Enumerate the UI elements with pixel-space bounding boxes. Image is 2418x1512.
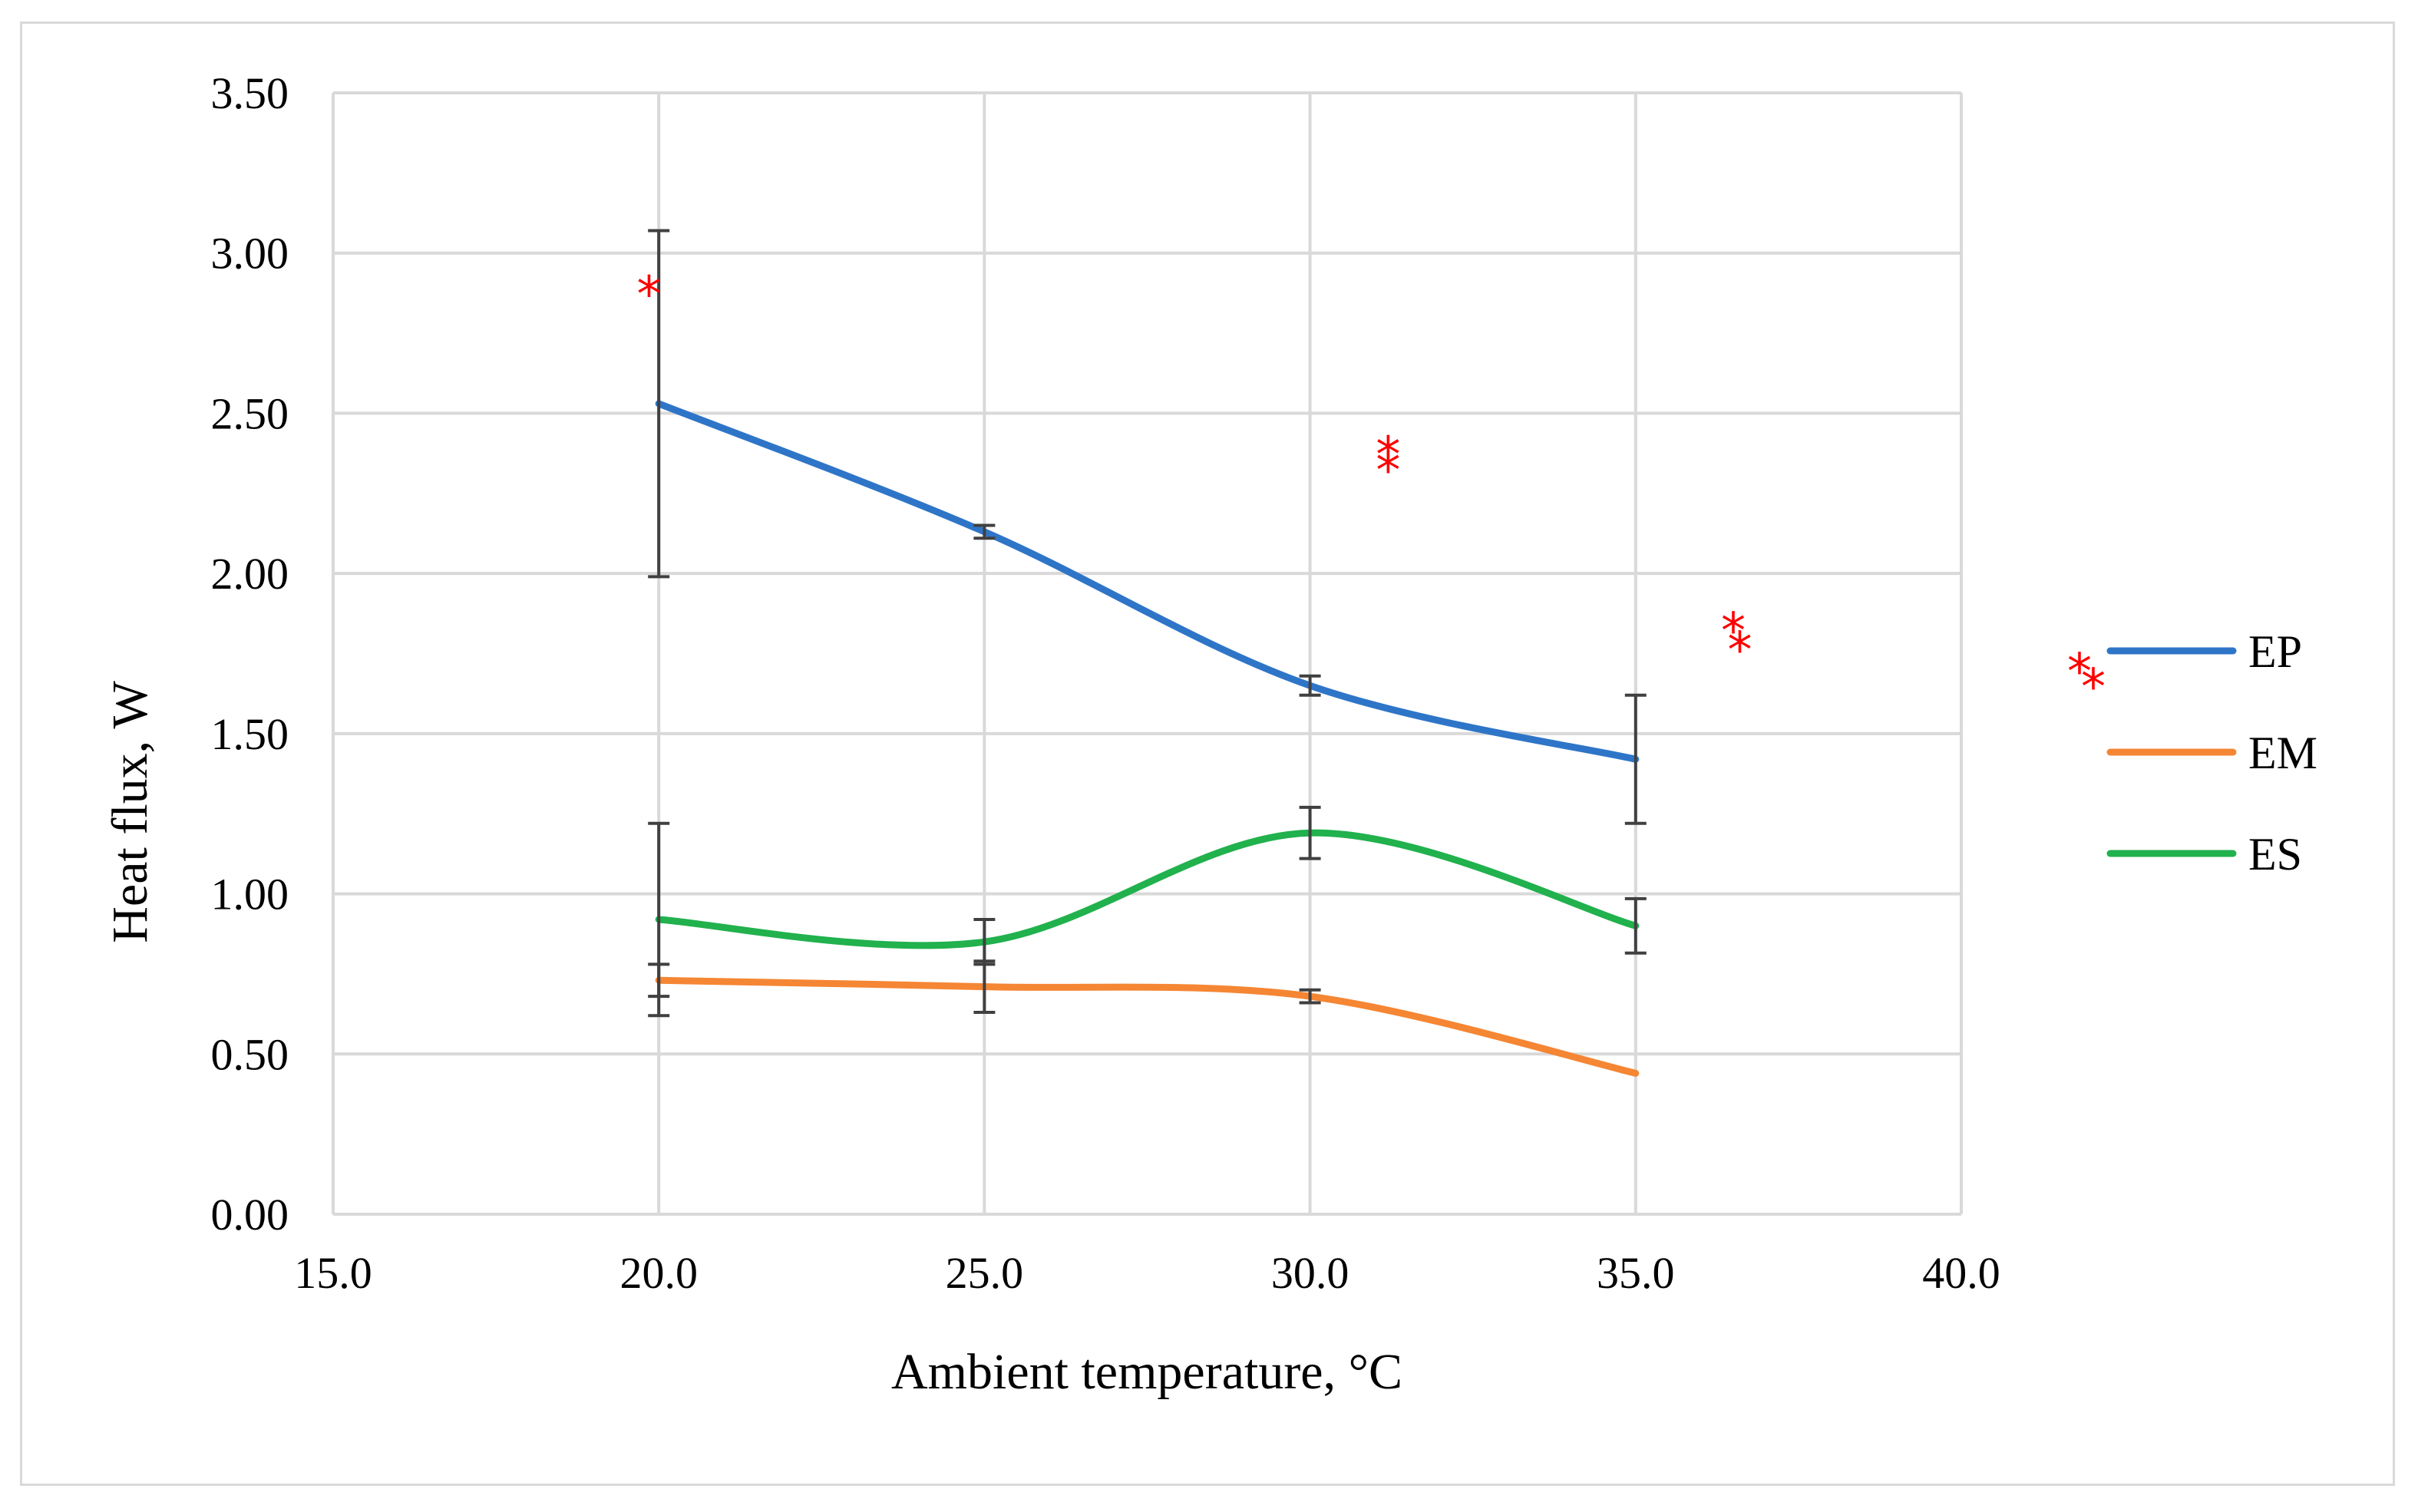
heat-flux-chart: 0.00 0.50 1.00 1.50 2.00 2.50 3.00 3.50 15.0 20.0… [102,68,2317,1400]
error-bar-ep [648,229,670,579]
significance-asterisk: * [1376,427,1400,484]
error-bar-es [973,917,996,966]
significance-markers: ***** [636,267,1752,679]
error-bar-ep [973,523,996,540]
x-axis-title: Ambient temperature, °C [891,1344,1402,1400]
y-tick-label: 3.50 [211,68,289,118]
legend-asterisk: * [2067,644,2092,701]
x-tick-label: 30.0 [1271,1248,1349,1298]
legend-label-es: ES [2248,829,2302,880]
y-tick-label: 1.00 [211,870,289,919]
significance-asterisk: * [1376,443,1400,500]
axes [332,93,1961,1216]
error-bar-ep [1299,674,1321,697]
x-tick-label: 40.0 [1922,1248,2000,1298]
error-bar-em [1299,988,1321,1005]
significance-asterisk: * [636,267,661,324]
significance-asterisk: * [1728,622,1752,679]
y-tick-label: 3.00 [211,229,289,279]
error-bar-es [1624,896,1647,955]
x-tick-label: 20.0 [619,1248,698,1298]
y-axis-title: Heat flux, W [102,681,158,943]
series-line-es [655,829,1640,949]
legend: EP EM ES ** [2067,626,2317,880]
chart-frame: 0.00 0.50 1.00 1.50 2.00 2.50 3.00 3.50 15.0 20.0… [20,21,2395,1486]
error-bars [648,229,1647,1018]
error-bar-es [1299,805,1321,860]
grid-lines [333,91,1963,1214]
legend-label-em: EM [2248,728,2317,778]
x-tick-label: 15.0 [294,1248,372,1298]
legend-label-ep: EP [2248,626,2302,677]
series-lines [655,400,1640,1077]
y-tick-label: 0.00 [211,1190,289,1240]
y-tick-label: 2.00 [211,549,289,599]
y-tick-label: 0.50 [211,1029,289,1079]
error-bar-ep [1624,693,1647,825]
x-tick-label: 35.0 [1597,1248,1675,1298]
y-tick-label: 2.50 [211,388,289,438]
x-tick-label: 25.0 [946,1248,1024,1298]
error-bar-es [648,821,670,1018]
series-line-em [655,976,1640,1077]
y-tick-label: 1.50 [211,709,289,759]
significance-asterisk: * [1721,603,1746,660]
series-line-ep [655,400,1640,763]
tick-labels: 0.00 0.50 1.00 1.50 2.00 2.50 3.00 3.50 15.0 20.0… [211,68,2000,1298]
legend-asterisk: * [2081,659,2106,716]
